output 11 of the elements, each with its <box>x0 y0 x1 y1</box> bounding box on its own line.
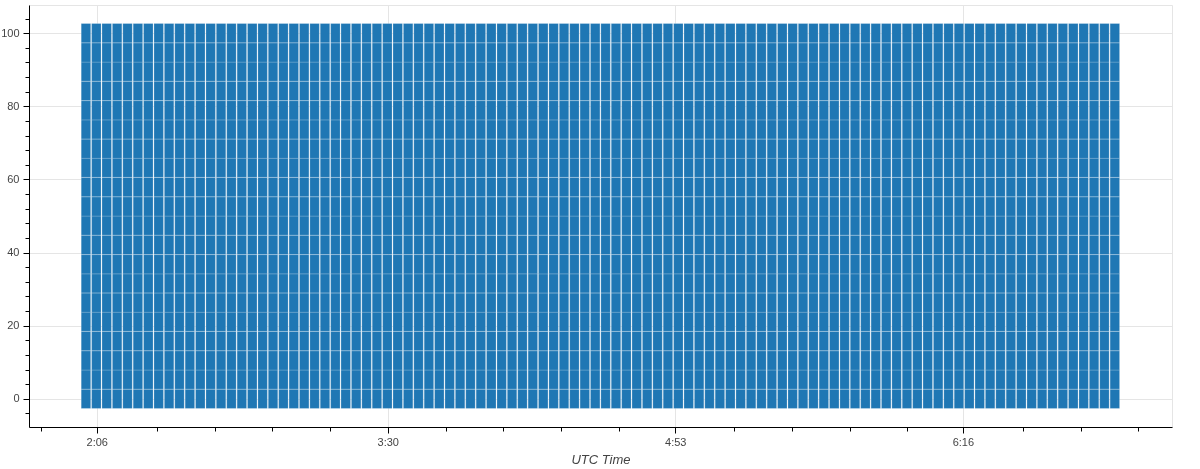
x-axis-title: UTC Time <box>571 451 631 467</box>
y-tick-label: 0 <box>13 392 20 405</box>
x-tick-label: 6:16 <box>952 435 975 448</box>
y-tick-label: 40 <box>7 246 20 259</box>
y-tick-label: 80 <box>7 99 20 112</box>
x-tick-label: 2:06 <box>86 435 108 448</box>
x-tick-label: 4:53 <box>665 435 687 448</box>
y-tick-label: 20 <box>7 319 20 332</box>
x-tick-label: 3:30 <box>377 435 399 448</box>
y-tick-label: 100 <box>1 26 20 39</box>
y-tick-label: 60 <box>7 172 20 185</box>
